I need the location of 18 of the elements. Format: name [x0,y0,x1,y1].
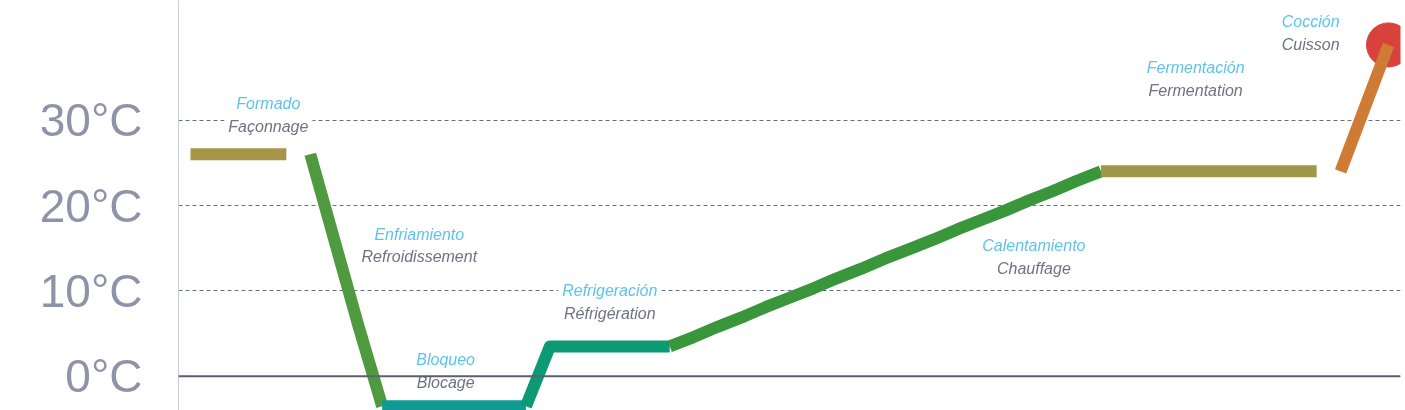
annotation: Façonnage [228,118,309,136]
annotation: Chauffage [996,260,1071,278]
annotation: Enfriamiento [374,226,465,244]
annotation: Cuisson [1281,35,1340,53]
annotation: Réfrigération [563,304,656,322]
y-tick-label: 20°C [39,179,143,232]
annotation: Refroidissement [361,248,478,266]
annotation: Cocción [1281,12,1340,30]
annotation: Refrigeración [562,282,658,300]
annotation: Fermentación [1146,59,1245,77]
y-tick-label: 30°C [39,94,143,147]
y-tick-label: 0°C [65,350,143,403]
annotation: Bloqueo [416,350,476,368]
y-tick-label: 10°C [39,264,143,317]
annotation: Fermentation [1148,81,1243,99]
annotation: Calentamiento [982,237,1086,255]
annotation: Blocage [416,373,475,391]
annotation: Formado [236,94,301,112]
